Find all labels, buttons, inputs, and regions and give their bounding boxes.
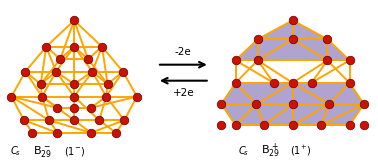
Text: $\mathit{C}_{\!s}$: $\mathit{C}_{\!s}$ bbox=[238, 144, 249, 158]
Text: +2e: +2e bbox=[172, 88, 194, 98]
Point bbox=[85, 58, 91, 60]
Point bbox=[96, 119, 102, 122]
Point bbox=[46, 119, 52, 122]
Point bbox=[261, 124, 267, 126]
Point bbox=[38, 83, 44, 85]
Point bbox=[71, 106, 77, 109]
Point bbox=[88, 131, 94, 134]
Point bbox=[232, 124, 239, 126]
Point bbox=[134, 95, 140, 98]
Polygon shape bbox=[222, 83, 364, 125]
Polygon shape bbox=[235, 20, 350, 60]
Point bbox=[290, 82, 296, 84]
Point bbox=[57, 58, 63, 60]
Point bbox=[324, 59, 330, 62]
Point bbox=[347, 82, 353, 84]
Point bbox=[232, 82, 239, 84]
Point bbox=[43, 45, 49, 48]
Point bbox=[232, 59, 239, 62]
Point bbox=[71, 119, 77, 122]
Point bbox=[89, 70, 95, 73]
Point bbox=[71, 83, 77, 85]
Text: $\mathit{C}_{\!s}$: $\mathit{C}_{\!s}$ bbox=[10, 144, 21, 158]
Point bbox=[120, 70, 126, 73]
Point bbox=[255, 38, 261, 40]
Point bbox=[290, 124, 296, 126]
Point bbox=[318, 124, 324, 126]
Point bbox=[71, 95, 77, 98]
Point bbox=[347, 59, 353, 62]
Point bbox=[21, 119, 27, 122]
Point bbox=[218, 103, 225, 105]
Point bbox=[326, 103, 332, 105]
Text: -2e: -2e bbox=[175, 47, 192, 58]
Point bbox=[290, 19, 296, 22]
Point bbox=[361, 124, 367, 126]
Point bbox=[347, 124, 353, 126]
Point bbox=[253, 103, 259, 105]
Point bbox=[22, 70, 28, 73]
Point bbox=[105, 83, 111, 85]
Text: $\mathrm{B}_{29}^{\,-}$: $\mathrm{B}_{29}^{\,-}$ bbox=[33, 144, 51, 159]
Point bbox=[99, 45, 105, 48]
Point bbox=[53, 70, 59, 73]
Point bbox=[113, 131, 119, 134]
Point bbox=[54, 106, 60, 109]
Point bbox=[71, 45, 77, 48]
Text: $\mathregular{(1}^{+}\mathregular{)}$: $\mathregular{(1}^{+}\mathregular{)}$ bbox=[290, 144, 311, 158]
Point bbox=[88, 106, 94, 109]
Point bbox=[71, 19, 77, 22]
Point bbox=[290, 103, 296, 105]
Text: $\mathregular{(1}^{-}\mathregular{)}$: $\mathregular{(1}^{-}\mathregular{)}$ bbox=[64, 145, 85, 158]
Text: $\mathrm{B}_{29}^{\,+}$: $\mathrm{B}_{29}^{\,+}$ bbox=[260, 142, 279, 160]
Point bbox=[290, 38, 296, 40]
Point bbox=[308, 82, 314, 84]
Point bbox=[324, 38, 330, 40]
Point bbox=[39, 95, 45, 98]
Point bbox=[121, 119, 127, 122]
Point bbox=[361, 103, 367, 105]
Point bbox=[29, 131, 36, 134]
Point bbox=[8, 95, 14, 98]
Point bbox=[103, 95, 109, 98]
Point bbox=[271, 82, 277, 84]
Point bbox=[218, 124, 225, 126]
Point bbox=[54, 131, 60, 134]
Point bbox=[255, 59, 261, 62]
